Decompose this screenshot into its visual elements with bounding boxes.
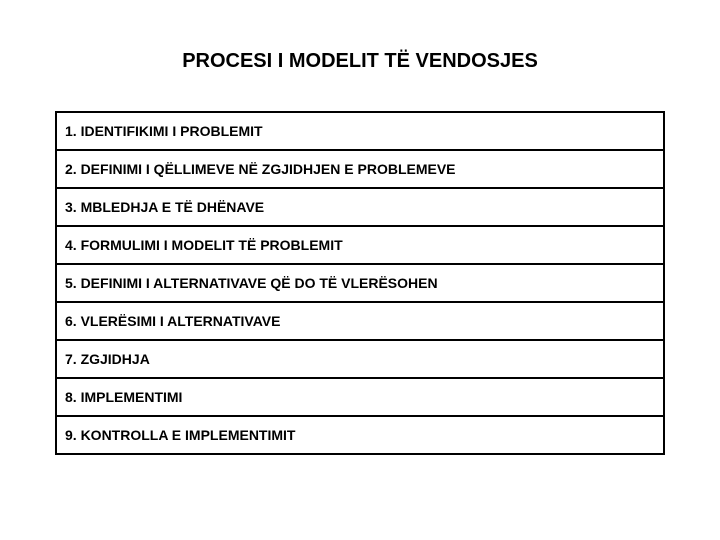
step-row: 6. VLERËSIMI I ALTERNATIVAVE <box>57 303 663 341</box>
step-row: 3. MBLEDHJA E TË DHËNAVE <box>57 189 663 227</box>
step-row: 7. ZGJIDHJA <box>57 341 663 379</box>
step-row: 1. IDENTIFIKIMI I PROBLEMIT <box>57 113 663 151</box>
step-row: 4. FORMULIMI I MODELIT TË PROBLEMIT <box>57 227 663 265</box>
step-row: 2. DEFINIMI I QËLLIMEVE NË ZGJIDHJEN E P… <box>57 151 663 189</box>
step-list: 1. IDENTIFIKIMI I PROBLEMIT 2. DEFINIMI … <box>55 111 665 455</box>
page-title: PROCESI I MODELIT TË VENDOSJES <box>55 50 665 73</box>
step-row: 8. IMPLEMENTIMI <box>57 379 663 417</box>
step-row: 5. DEFINIMI I ALTERNATIVAVE QË DO TË VLE… <box>57 265 663 303</box>
step-row: 9. KONTROLLA E IMPLEMENTIMIT <box>57 417 663 453</box>
